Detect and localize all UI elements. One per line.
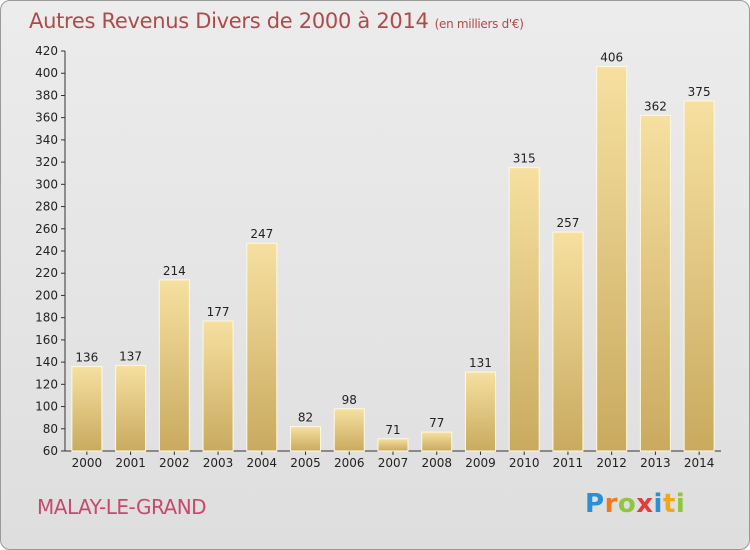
x-tick-label: 2003 — [203, 456, 234, 470]
y-tick-label: 180 — [35, 311, 58, 325]
data-label: 362 — [644, 99, 667, 113]
y-tick-label: 160 — [35, 333, 58, 347]
bar — [508, 167, 540, 452]
logo-letter: r — [604, 489, 618, 519]
chart-title-text: Autres Revenus Divers de 2000 à 2014 — [29, 9, 429, 33]
y-tick-label: 300 — [35, 177, 58, 191]
data-label: 77 — [429, 416, 444, 430]
x-tick-label: 2011 — [553, 456, 584, 470]
y-tick-label: 340 — [35, 133, 58, 147]
chart-title: Autres Revenus Divers de 2000 à 2014 (en … — [29, 9, 524, 33]
data-label: 98 — [342, 393, 357, 407]
data-label: 82 — [298, 411, 313, 425]
data-label: 136 — [75, 351, 98, 365]
y-tick-label: 260 — [35, 222, 58, 236]
x-tick-label: 2006 — [334, 456, 365, 470]
bar — [639, 114, 671, 452]
y-tick-label: 60 — [43, 444, 58, 458]
data-label: 214 — [163, 264, 186, 278]
bar — [377, 438, 409, 452]
data-label: 131 — [469, 356, 492, 370]
y-tick-label: 80 — [43, 422, 58, 436]
y-tick-label: 320 — [35, 155, 58, 169]
chart-unit: (en milliers d'€) — [434, 17, 524, 31]
bar — [333, 408, 365, 452]
logo-letter: x — [636, 489, 654, 519]
y-tick-label: 400 — [35, 66, 58, 80]
bar — [246, 242, 278, 452]
axes: 60 80 100 120 140 160 180 200 220 240 260 280 300 320… — [35, 44, 721, 470]
bar — [683, 100, 715, 452]
x-tick-label: 2000 — [72, 456, 103, 470]
bar — [421, 431, 453, 452]
y-tick-label: 140 — [35, 355, 58, 369]
proxiti-logo: Proxiti — [585, 489, 685, 519]
x-tick-label: 2002 — [159, 456, 190, 470]
y-tick-label: 120 — [35, 377, 58, 391]
y-tick-label: 420 — [35, 44, 58, 58]
x-tick-label: 2013 — [640, 456, 671, 470]
y-tick-label: 380 — [35, 88, 58, 102]
data-label: 247 — [250, 227, 273, 241]
bar — [290, 426, 322, 452]
logo-letter: P — [585, 489, 605, 519]
bar — [115, 364, 147, 452]
data-label: 315 — [513, 152, 536, 166]
logo-letter: i — [653, 489, 663, 519]
x-tick-label: 2007 — [378, 456, 409, 470]
y-tick-label: 360 — [35, 111, 58, 125]
bar — [552, 231, 584, 452]
data-label: 257 — [556, 216, 579, 230]
data-label: 375 — [688, 85, 711, 99]
x-tick-label: 2005 — [290, 456, 321, 470]
bars: 136 137 214 177 247 82 98 71 77 131 315 257 406 362 37… — [71, 51, 715, 452]
data-label: 71 — [385, 423, 400, 437]
x-tick-label: 2012 — [596, 456, 627, 470]
y-tick-label: 280 — [35, 200, 58, 214]
bar — [71, 366, 103, 452]
x-tick-label: 2001 — [115, 456, 146, 470]
y-tick-label: 200 — [35, 288, 58, 302]
logo-letter: o — [617, 489, 637, 519]
x-tick-label: 2008 — [421, 456, 452, 470]
commune-name: MALAY-LE-GRAND — [37, 495, 207, 519]
bar — [202, 320, 234, 452]
data-label: 177 — [207, 305, 230, 319]
logo-letter: t — [662, 489, 676, 519]
data-label: 406 — [600, 51, 623, 65]
y-tick-label: 220 — [35, 266, 58, 280]
x-tick-label: 2010 — [509, 456, 540, 470]
y-tick-label: 100 — [35, 400, 58, 414]
x-tick-label: 2014 — [684, 456, 715, 470]
bar — [596, 66, 628, 452]
data-label: 137 — [119, 349, 142, 363]
bar — [464, 371, 496, 452]
x-tick-label: 2009 — [465, 456, 496, 470]
bar — [158, 279, 190, 452]
y-tick-label: 240 — [35, 244, 58, 258]
x-tick-label: 2004 — [247, 456, 278, 470]
logo-letter: i — [675, 489, 686, 519]
